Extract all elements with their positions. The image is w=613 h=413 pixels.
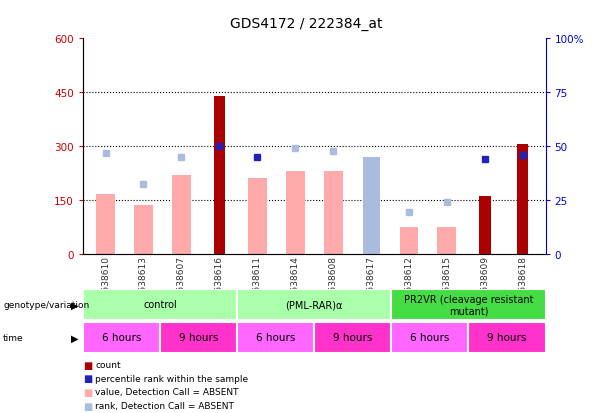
Bar	[96, 195, 115, 254]
Text: ■: ■	[83, 373, 92, 383]
Bar	[362, 157, 379, 254]
Text: ■: ■	[83, 401, 92, 411]
Text: PR2VR (cleavage resistant
mutant): PR2VR (cleavage resistant mutant)	[404, 294, 533, 316]
Bar	[438, 227, 457, 254]
Text: rank, Detection Call = ABSENT: rank, Detection Call = ABSENT	[95, 401, 234, 410]
Bar	[248, 179, 267, 254]
Text: ▶: ▶	[71, 332, 78, 343]
Text: 6 hours: 6 hours	[102, 332, 141, 343]
Text: ▶: ▶	[71, 299, 78, 310]
Bar	[134, 206, 153, 254]
Bar	[479, 197, 490, 254]
Bar	[160, 322, 237, 353]
Bar	[324, 172, 343, 254]
Text: value, Detection Call = ABSENT: value, Detection Call = ABSENT	[95, 387, 238, 396]
Text: GDS4172 / 222384_at: GDS4172 / 222384_at	[230, 17, 383, 31]
Text: (PML-RAR)α: (PML-RAR)α	[286, 299, 343, 310]
Bar	[314, 322, 391, 353]
Text: ■: ■	[83, 360, 92, 370]
Bar	[391, 289, 546, 320]
Text: genotype/variation: genotype/variation	[3, 300, 89, 309]
Text: ■: ■	[83, 387, 92, 397]
Text: 9 hours: 9 hours	[333, 332, 373, 343]
Bar	[468, 322, 546, 353]
Bar	[83, 289, 237, 320]
Bar	[391, 322, 468, 353]
Bar	[83, 322, 160, 353]
Bar	[214, 97, 225, 254]
Text: 9 hours: 9 hours	[179, 332, 218, 343]
Text: percentile rank within the sample: percentile rank within the sample	[95, 374, 248, 383]
Bar	[286, 172, 305, 254]
Text: 9 hours: 9 hours	[487, 332, 527, 343]
Bar	[172, 175, 191, 254]
Text: time: time	[3, 333, 24, 342]
Text: 6 hours: 6 hours	[410, 332, 449, 343]
Text: control: control	[143, 299, 177, 310]
Bar	[400, 227, 419, 254]
Bar	[237, 289, 391, 320]
Text: count: count	[95, 360, 121, 369]
Text: 6 hours: 6 hours	[256, 332, 295, 343]
Bar	[237, 322, 314, 353]
Bar	[517, 145, 528, 254]
